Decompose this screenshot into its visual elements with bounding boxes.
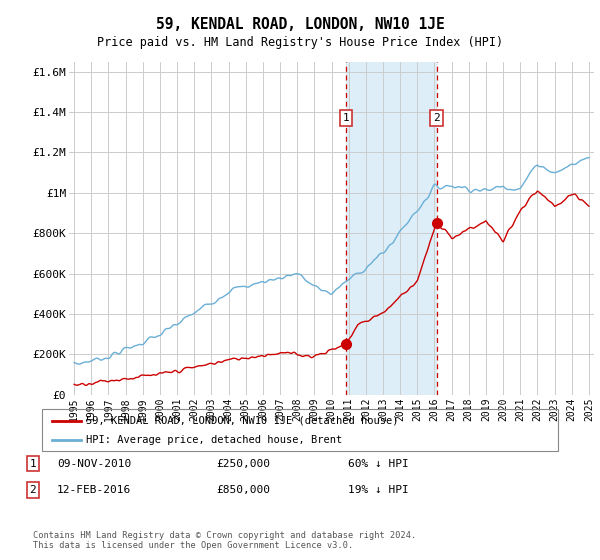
Text: Price paid vs. HM Land Registry's House Price Index (HPI): Price paid vs. HM Land Registry's House … [97, 36, 503, 49]
Text: 1: 1 [29, 459, 37, 469]
Text: 1: 1 [343, 113, 350, 123]
Text: HPI: Average price, detached house, Brent: HPI: Average price, detached house, Bren… [86, 435, 342, 445]
Text: 2: 2 [29, 485, 37, 495]
Text: 19% ↓ HPI: 19% ↓ HPI [348, 485, 409, 495]
Text: 12-FEB-2016: 12-FEB-2016 [57, 485, 131, 495]
Text: 59, KENDAL ROAD, LONDON, NW10 1JE (detached house): 59, KENDAL ROAD, LONDON, NW10 1JE (detac… [86, 416, 398, 426]
Text: £250,000: £250,000 [216, 459, 270, 469]
Bar [346, 62, 436, 395]
Text: 2: 2 [433, 113, 440, 123]
Text: 59, KENDAL ROAD, LONDON, NW10 1JE: 59, KENDAL ROAD, LONDON, NW10 1JE [155, 17, 445, 32]
Text: £850,000: £850,000 [216, 485, 270, 495]
Text: Contains HM Land Registry data © Crown copyright and database right 2024.
This d: Contains HM Land Registry data © Crown c… [33, 531, 416, 550]
Text: 09-NOV-2010: 09-NOV-2010 [57, 459, 131, 469]
Text: 60% ↓ HPI: 60% ↓ HPI [348, 459, 409, 469]
